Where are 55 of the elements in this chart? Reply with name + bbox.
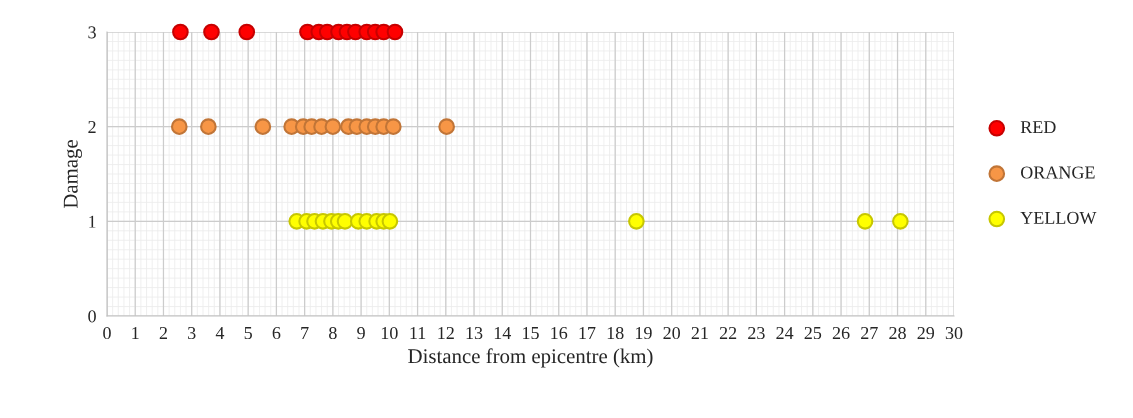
x-tick-label: 18: [607, 326, 624, 340]
x-tick-label: 21: [691, 326, 708, 339]
x-tick-label: 8: [329, 326, 337, 340]
x-tick-label: 15: [523, 327, 539, 340]
y-axis-title: Damage: [63, 140, 82, 209]
x-tick-label: 1: [132, 327, 139, 339]
x-tick-label: 17: [579, 327, 596, 339]
point: [203, 23, 220, 41]
legend-label: YELLOW: [1020, 211, 1097, 225]
x-tick-label: 7: [301, 327, 309, 339]
x-tick-label: 6: [272, 326, 281, 340]
point: [170, 118, 188, 135]
x-tick-label: 0: [103, 326, 111, 340]
x-tick-label: 23: [748, 326, 765, 340]
point: [892, 213, 909, 230]
point: [386, 23, 404, 41]
point: [200, 118, 217, 135]
point: [324, 118, 342, 135]
point: [856, 213, 874, 230]
legend-label: ORANGE: [1020, 166, 1095, 179]
point: [254, 118, 272, 135]
y-tick-label: 2: [88, 120, 96, 133]
x-tick-label: 4: [215, 327, 225, 339]
legend-label: RED: [1020, 121, 1056, 134]
x-tick-label: 12: [438, 326, 454, 339]
x-tick-label: 13: [466, 326, 483, 340]
x-tick-label: 24: [776, 326, 794, 339]
point: [628, 213, 645, 230]
point: [438, 118, 455, 135]
x-tick-label: 27: [861, 326, 878, 339]
x-tick-label: 10: [381, 326, 398, 340]
x-tick-label: 28: [889, 326, 906, 340]
y-tick-label: 3: [88, 26, 96, 39]
point: [172, 23, 189, 41]
x-tick-label: 14: [494, 327, 512, 339]
y-tick-label: 0: [88, 310, 96, 323]
point: [336, 213, 354, 230]
point: [384, 118, 402, 135]
x-tick-label: 26: [832, 326, 850, 340]
x-tick-label: 9: [357, 326, 365, 340]
x-tick-label: 11: [410, 327, 426, 339]
point: [238, 23, 256, 41]
y-tick-label: 1: [89, 215, 96, 228]
x-tick-label: 16: [551, 326, 568, 340]
x-tick-label: 19: [635, 326, 652, 340]
x-tick-label: 2: [159, 326, 167, 339]
x-tick-label: 30: [945, 326, 963, 340]
x-tick-label: 25: [804, 326, 822, 340]
x-tick-label: 29: [917, 326, 935, 340]
x-axis-title: Distance from epicentre (km): [408, 348, 653, 368]
point: [381, 213, 399, 230]
x-tick-label: 3: [188, 326, 196, 340]
x-tick-label: 20: [663, 326, 681, 340]
x-tick-label: 22: [719, 326, 737, 339]
x-tick-label: 5: [244, 327, 252, 340]
